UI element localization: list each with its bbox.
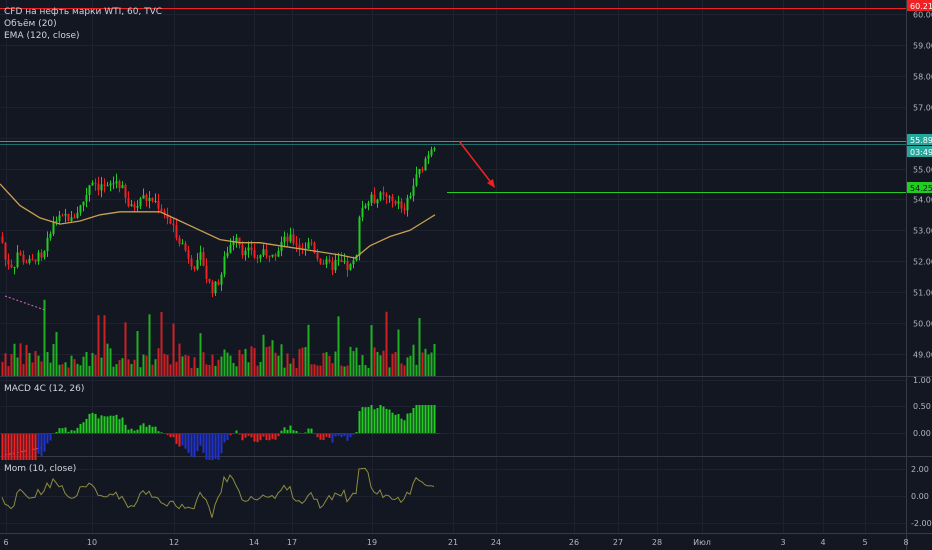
time-label: 6 xyxy=(3,538,8,547)
time-label: 12 xyxy=(169,538,179,547)
price-label: 52.00 xyxy=(913,258,932,267)
svg-text:03:49: 03:49 xyxy=(910,148,932,157)
time-label: 24 xyxy=(491,538,501,547)
divergence-line[interactable] xyxy=(4,295,46,311)
target-price-badge: 54.25 xyxy=(907,182,932,193)
volume-bars xyxy=(1,299,436,376)
svg-text:54.25: 54.25 xyxy=(910,184,932,193)
price-label: 55.00 xyxy=(913,166,932,175)
svg-text:55.89: 55.89 xyxy=(910,136,932,145)
price-label: 60.00 xyxy=(913,11,932,20)
time-label: 26 xyxy=(569,538,579,547)
macd-histogram xyxy=(1,405,436,460)
time-label: 4 xyxy=(820,538,825,547)
ema-indicator-label[interactable]: EMA (120, close) xyxy=(4,31,80,41)
time-axis[interactable]: 6 10 12 14 17 19 21 24 26 27 28 Июл 3 4 5 8 xyxy=(3,538,908,547)
time-label: 19 xyxy=(367,538,377,547)
symbol-title[interactable]: CFD на нефть марки WTI, 60, TVC xyxy=(4,7,162,17)
time-label: 28 xyxy=(652,538,662,547)
mom-price-label: 0.00 xyxy=(911,492,929,501)
price-label: 58.00 xyxy=(913,73,932,82)
time-label: 5 xyxy=(862,538,867,547)
momentum-line xyxy=(1,467,435,518)
time-label: 3 xyxy=(780,538,785,547)
svg-text:60.21: 60.21 xyxy=(910,2,932,11)
price-label: 49.00 xyxy=(913,351,932,360)
time-label: 10 xyxy=(87,538,97,547)
macd-price-label: 0.00 xyxy=(913,429,931,438)
price-label: 59.00 xyxy=(913,42,932,51)
time-label: 21 xyxy=(448,538,458,547)
time-label: 8 xyxy=(903,538,908,547)
top-price-badge: 60.21 xyxy=(907,0,932,11)
macd-price-label: 1.00 xyxy=(913,376,931,385)
mom-price-label: -2.00 xyxy=(911,519,932,528)
current-price-badge: 55.89 xyxy=(907,134,932,145)
mom-indicator-label[interactable]: Mom (10, close) xyxy=(4,464,76,474)
time-label: 17 xyxy=(287,538,297,547)
price-label: 54.00 xyxy=(913,196,932,205)
price-label: 50.00 xyxy=(913,320,932,329)
time-label: 14 xyxy=(249,538,259,547)
countdown-badge: 03:49 xyxy=(907,146,932,157)
time-label: Июл xyxy=(693,538,711,547)
macd-indicator-label[interactable]: MACD 4C (12, 26) xyxy=(4,384,84,394)
macd-price-label: 0.50 xyxy=(913,402,931,411)
price-label: 51.00 xyxy=(913,289,932,298)
forecast-arrow[interactable] xyxy=(458,140,495,188)
mom-price-label: 2.00 xyxy=(911,465,929,474)
price-label: 53.00 xyxy=(913,227,932,236)
chart-grid xyxy=(0,0,907,533)
time-label: 27 xyxy=(613,538,623,547)
ema-line xyxy=(0,183,436,259)
price-axis[interactable]: 60.0059.0058.0057.0056.0055.0054.0053.00… xyxy=(911,11,932,529)
volume-indicator-label[interactable]: Объём (20) xyxy=(4,19,57,29)
price-label: 57.00 xyxy=(913,104,932,113)
